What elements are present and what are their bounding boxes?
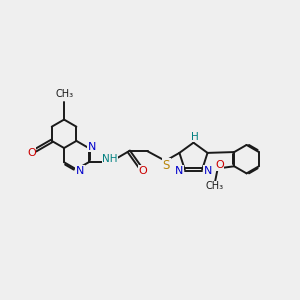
Text: CH₃: CH₃ — [55, 89, 73, 99]
Text: O: O — [215, 160, 224, 170]
Text: NH: NH — [102, 154, 118, 164]
Text: CH₃: CH₃ — [206, 181, 224, 191]
Text: H: H — [190, 132, 198, 142]
Text: N: N — [88, 142, 96, 152]
Text: O: O — [27, 148, 36, 158]
Text: S: S — [163, 159, 170, 172]
Text: O: O — [139, 166, 148, 176]
Text: N: N — [175, 166, 184, 176]
Text: N: N — [76, 166, 84, 176]
Text: N: N — [203, 166, 212, 176]
